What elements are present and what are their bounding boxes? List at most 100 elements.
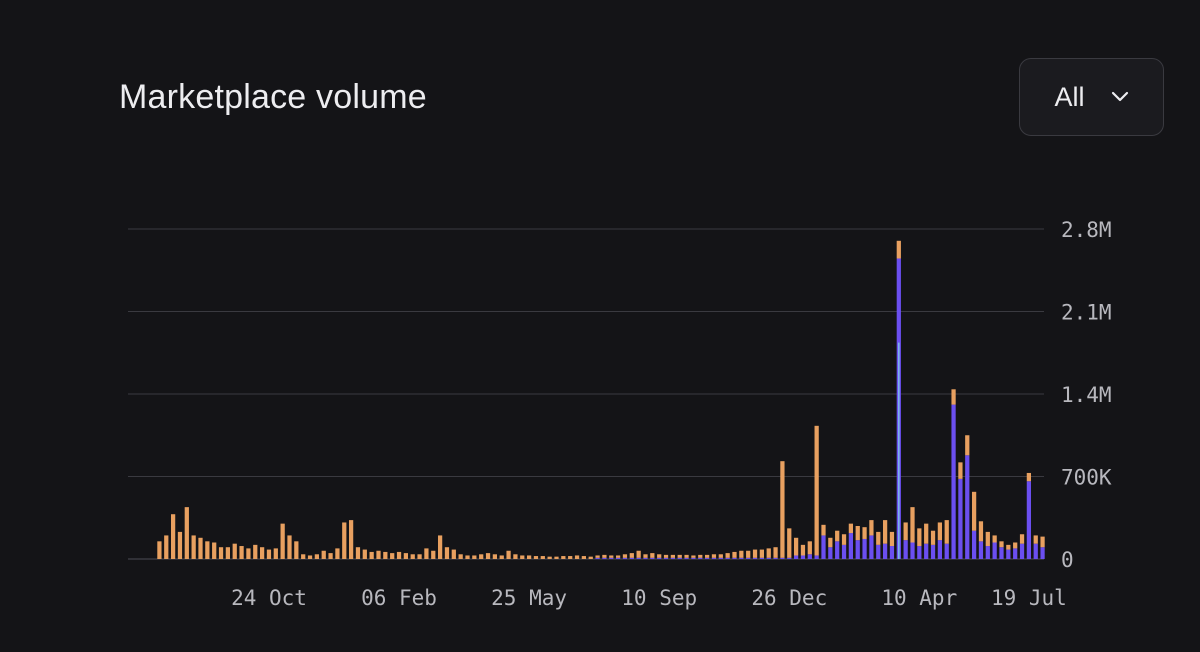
bar-secondary <box>869 520 874 536</box>
bar-secondary <box>588 556 593 559</box>
time-range-value: All <box>1054 81 1085 112</box>
bar-secondary <box>814 425 819 556</box>
bar-primary <box>999 547 1004 559</box>
bar-secondary <box>752 549 758 558</box>
bar-secondary <box>383 551 388 559</box>
bar-secondary <box>841 534 847 545</box>
bar-secondary <box>650 553 655 558</box>
x-tick-label: 26 Dec <box>751 586 827 610</box>
x-tick-label: 10 Sep <box>621 586 697 610</box>
bar-secondary <box>232 543 237 559</box>
bar-primary <box>711 557 717 559</box>
bar-primary <box>1026 481 1031 559</box>
bars <box>157 240 1045 559</box>
bar-secondary <box>280 523 285 559</box>
bar-primary <box>828 547 833 559</box>
bar-secondary <box>465 555 470 559</box>
bar-primary <box>841 544 847 559</box>
bar-secondary <box>622 554 628 558</box>
bar-primary <box>663 557 669 559</box>
bar-secondary <box>958 462 963 479</box>
x-tick-label: 19 Jul <box>991 586 1067 610</box>
bar-primary <box>917 546 922 559</box>
bar-primary <box>807 554 812 559</box>
bar-primary <box>732 557 737 559</box>
bar-secondary <box>554 556 559 559</box>
bar-secondary <box>287 535 292 559</box>
bar-secondary <box>1013 542 1018 549</box>
bar-secondary <box>746 550 751 558</box>
x-tick-label: 24 Oct <box>231 586 307 610</box>
bar-secondary <box>225 547 230 559</box>
bar-secondary <box>581 556 586 559</box>
chevron-down-icon <box>1111 91 1128 102</box>
bar-primary <box>800 555 806 559</box>
bar-secondary <box>862 527 867 539</box>
bar-secondary <box>1033 535 1038 544</box>
bar-secondary <box>307 555 313 559</box>
bar-secondary <box>855 526 860 541</box>
bar-primary <box>882 543 888 559</box>
bar-secondary <box>410 554 415 559</box>
bar-secondary <box>506 550 511 559</box>
bar-secondary <box>479 554 484 559</box>
bar-secondary <box>835 530 840 542</box>
bar-primary <box>773 557 778 559</box>
bar-secondary <box>711 554 717 558</box>
bar-secondary <box>848 523 853 534</box>
bar-primary <box>971 530 977 559</box>
bar-primary <box>615 557 621 559</box>
bar-primary <box>814 555 819 559</box>
bar-secondary <box>417 554 422 559</box>
bar-secondary <box>266 549 272 559</box>
bar-secondary <box>533 556 539 559</box>
bar-primary <box>691 557 696 559</box>
bar-primary <box>746 557 751 559</box>
bar-secondary <box>273 548 278 559</box>
bar-primary <box>793 555 799 559</box>
bar-primary <box>869 535 874 559</box>
bar-secondary <box>396 551 402 559</box>
bar-secondary <box>170 514 176 559</box>
y-tick-label: 700K <box>1061 466 1112 490</box>
y-tick-label: 1.4M <box>1061 383 1112 407</box>
bar-secondary <box>403 553 408 559</box>
x-tick-label: 10 Apr <box>881 586 957 610</box>
bar-primary <box>766 557 771 559</box>
bar-primary <box>718 557 723 559</box>
bar-secondary <box>458 554 463 559</box>
bar-primary <box>759 557 764 559</box>
bar-secondary <box>369 551 374 559</box>
bar-secondary <box>828 537 833 548</box>
bar-secondary <box>691 555 696 558</box>
bar-secondary <box>540 556 545 559</box>
bar-primary <box>725 557 730 559</box>
bar-secondary <box>971 491 977 531</box>
bar-primary <box>1019 543 1025 559</box>
bar-secondary <box>239 546 244 559</box>
bar-secondary <box>314 554 319 559</box>
y-tick-label: 0 <box>1061 548 1074 572</box>
bar-secondary <box>321 550 326 559</box>
bar-secondary <box>670 554 675 558</box>
bar-secondary <box>793 537 799 556</box>
bar-secondary <box>520 555 525 559</box>
bar-secondary <box>602 554 607 558</box>
bar-secondary <box>595 555 600 558</box>
bar-secondary <box>643 554 648 558</box>
bar-primary <box>876 544 881 559</box>
bar-secondary <box>424 548 429 559</box>
bar-secondary <box>698 554 703 558</box>
bar-secondary <box>609 555 614 558</box>
bar-primary <box>937 540 942 559</box>
time-range-dropdown[interactable]: All <box>1019 58 1164 136</box>
bar-secondary <box>348 520 354 559</box>
bar-primary <box>944 543 949 559</box>
bar-primary <box>787 557 792 559</box>
bar-primary <box>903 540 908 559</box>
bar-primary <box>595 557 600 559</box>
bar-secondary <box>568 556 573 559</box>
bar-primary <box>698 557 703 559</box>
bar-primary <box>978 541 984 559</box>
bar-primary <box>1006 549 1011 559</box>
